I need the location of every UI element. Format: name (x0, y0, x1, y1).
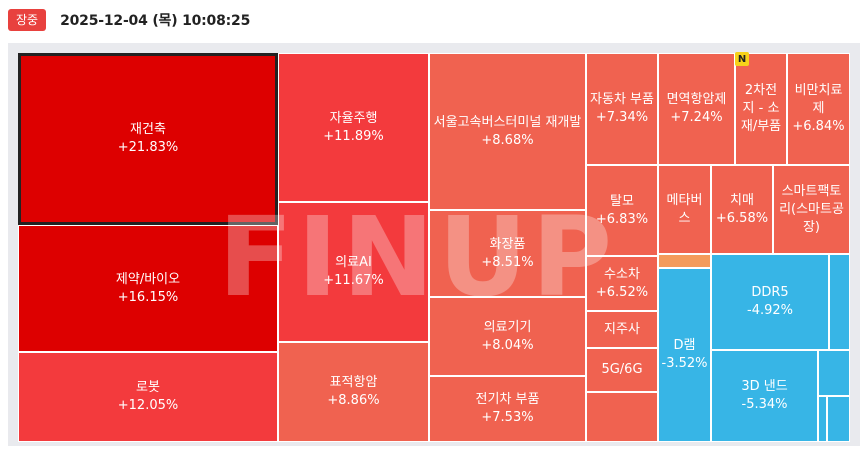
tile-DDR5[interactable]: DDR5 -4.92% (711, 254, 829, 350)
tile-5G6G[interactable]: 5G/6G (586, 348, 658, 392)
tile-name: 스마트팩토리(스마트공장) (779, 183, 844, 235)
tile-수소차[interactable]: 수소차 +6.52% (586, 256, 658, 311)
tile-change: -5.34% (741, 397, 788, 412)
tile-change: +8.86% (327, 393, 380, 408)
tile-스마트팩토리[interactable]: 스마트팩토리(스마트공장) (773, 165, 850, 254)
tile-D램[interactable]: D램 -3.52% (658, 268, 711, 442)
tile-change: -3.52% (661, 356, 708, 371)
tile-name: 재건축 (130, 122, 166, 137)
tile-change: +21.83% (117, 140, 179, 155)
tile-small[interactable] (658, 254, 711, 268)
tile-name: 5G/6G (601, 362, 643, 377)
tile-name: 자율주행 (329, 110, 378, 126)
tile-표적항암[interactable]: 표적항암 +8.86% (278, 342, 429, 442)
tile-name: 지주사 (604, 321, 640, 337)
tile-2차전지[interactable]: 2차전지 - 소재/부품 (735, 53, 787, 165)
tile-change: +6.84% (792, 119, 845, 134)
tile-name: 의료AI (335, 255, 372, 270)
tile-name: 의료기기 (483, 319, 532, 335)
tile-change: +7.34% (595, 110, 649, 125)
tile-탈모[interactable]: 탈모 +6.83% (586, 165, 658, 256)
tile-name: 2차전지 - 소재/부품 (740, 83, 782, 134)
tile-change: +6.52% (595, 284, 649, 300)
tile-자동차부품[interactable]: 자동차 부품 +7.34% (586, 53, 658, 165)
tile-change: +16.15% (117, 289, 179, 305)
tile-제약바이오[interactable]: 제약/바이오 +16.15% (18, 225, 278, 352)
tile-change: +11.67% (323, 273, 384, 288)
tile-3D낸드[interactable]: 3D 낸드 -5.34% (711, 350, 818, 442)
tile-의료기기[interactable]: 의료기기 +8.04% (429, 297, 586, 376)
tile-name: DDR5 (751, 285, 789, 300)
tile-empty[interactable] (586, 392, 658, 442)
tile-change: +12.05% (117, 398, 179, 413)
tile-name: 치매 (730, 192, 754, 208)
tile-로봇[interactable]: 로봇 +12.05% (18, 352, 278, 442)
tile-재건축[interactable]: 재건축 +21.83% (18, 53, 278, 225)
tile-name: 탈모 (610, 193, 634, 209)
tile-change: +7.24% (670, 110, 723, 125)
tile-change: +8.68% (481, 132, 534, 148)
tile-비만치료제[interactable]: 비만치료제 +6.84% (787, 53, 850, 165)
timestamp: 2025-12-04 (목) 10:08:25 (60, 13, 251, 29)
tile-name: 수소차 (604, 266, 640, 282)
new-badge-icon: N (735, 52, 749, 66)
tile-change: +11.89% (323, 128, 384, 144)
tile-blue-c[interactable] (818, 396, 827, 442)
theme-treemap: 재건축 +21.83% 제약/바이오 +16.15% 로봇 +12.05% 자율… (8, 43, 860, 446)
tile-name: 제약/바이오 (115, 271, 181, 287)
tile-name: 메타버스 (666, 192, 703, 226)
tile-name: 3D 낸드 (741, 379, 788, 394)
market-status-badge: 장중 (8, 9, 47, 31)
tile-change: +6.58% (715, 210, 769, 226)
tile-change: +8.51% (481, 254, 534, 270)
tile-서울고속버스터미널[interactable]: 서울고속버스터미널 재개발 +8.68% (429, 53, 586, 210)
tile-blue-d[interactable] (827, 396, 850, 442)
tile-name: 자동차 부품 (590, 92, 654, 107)
tile-change: +7.53% (481, 410, 534, 425)
tile-change: -4.92% (747, 303, 793, 318)
tile-name: 화장품 (489, 236, 526, 252)
tile-전기차부품[interactable]: 전기차 부품 +7.53% (429, 376, 586, 442)
tile-blue-b[interactable] (818, 350, 850, 396)
tile-change: +6.83% (595, 211, 649, 227)
tile-의료AI[interactable]: 의료AI +11.67% (278, 202, 429, 342)
tile-name: 로봇 (136, 380, 160, 395)
tile-name: D램 (673, 338, 696, 353)
tile-name: 비만치료제 (794, 83, 843, 116)
tile-name: 전기차 부품 (475, 392, 540, 407)
header: 장중 2025-12-04 (목) 10:08:25 (8, 8, 250, 32)
tile-면역항암제[interactable]: 면역항암제 +7.24% (658, 53, 735, 165)
tile-blue-a[interactable] (829, 254, 850, 350)
tile-화장품[interactable]: 화장품 +8.51% (429, 210, 586, 297)
tile-치매[interactable]: 치매 +6.58% (711, 165, 773, 254)
tile-change: +8.04% (481, 337, 534, 353)
tile-name: 서울고속버스터미널 재개발 (433, 114, 582, 130)
tile-name: 면역항암제 (666, 92, 727, 107)
tile-지주사[interactable]: 지주사 (586, 311, 658, 348)
tile-name: 표적항암 (329, 375, 378, 390)
tile-자율주행[interactable]: 자율주행 +11.89% (278, 53, 429, 202)
tile-메타버스[interactable]: 메타버스 (658, 165, 711, 254)
